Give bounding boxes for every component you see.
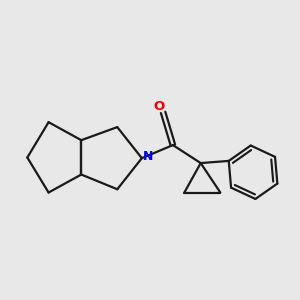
Text: N: N — [142, 150, 153, 163]
Text: O: O — [154, 100, 165, 113]
